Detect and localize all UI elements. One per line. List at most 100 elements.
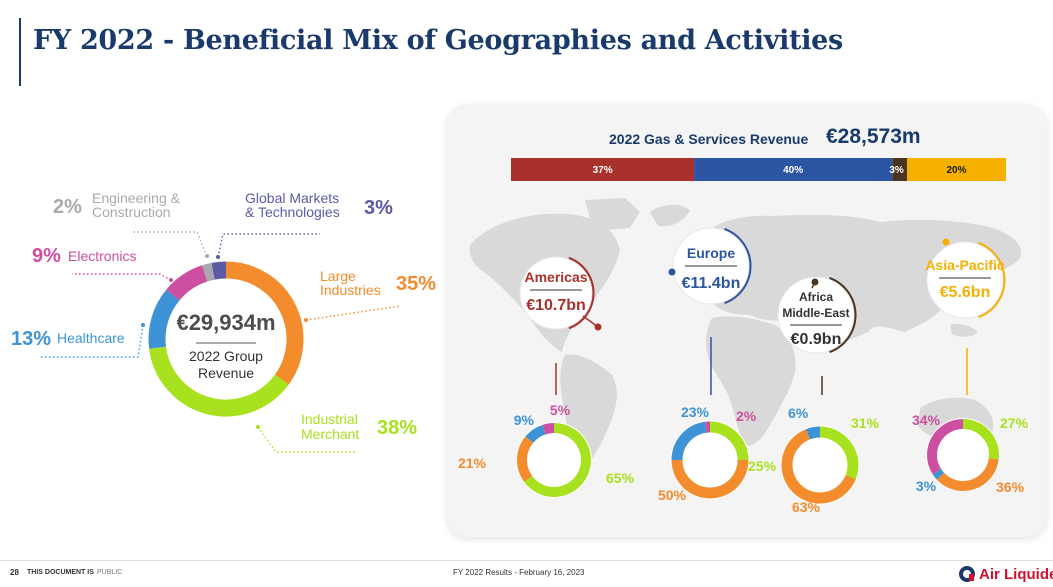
slice-americas-industrial-merchant — [524, 423, 591, 497]
bubble-americas — [519, 256, 593, 330]
slice-asia-pacific-healthcare — [932, 468, 945, 480]
bar-segment-asia-pacific — [907, 158, 1006, 181]
main-donut-background — [146, 259, 306, 419]
category-label-electronics-1: Electronics — [68, 248, 136, 264]
bubble-accent-arc-americas — [568, 256, 595, 330]
region-name-asia-pacific: Asia-Pacific — [925, 257, 1005, 273]
slice-africa-middle-east-industrial-merchant — [819, 426, 859, 480]
bar-segment-europe — [694, 158, 893, 181]
pct-label-africa-middle-east-large-industries: 63% — [792, 499, 821, 515]
bar-label-americas: 37% — [593, 165, 613, 176]
slice-europe-healthcare — [671, 421, 707, 461]
pct-label-asia-pacific-electronics: 34% — [912, 412, 941, 428]
pct-label-electronics: 9% — [32, 245, 61, 267]
map-pin-line-africa-middle-east — [811, 281, 816, 289]
bubble-accent-arc-asia-pacific — [978, 241, 1006, 319]
pct-label-americas-large-industries: 21% — [458, 455, 487, 471]
bubble-accent-arc-europe — [724, 227, 752, 305]
slice-large-industries — [225, 261, 304, 385]
pct-label-healthcare: 13% — [11, 328, 51, 350]
region-name-europe: Europe — [687, 245, 735, 261]
slice-americas-electronics — [542, 423, 555, 435]
slice-healthcare — [148, 289, 180, 349]
map-pin-asia-pacific — [942, 238, 950, 246]
footer-divider — [0, 560, 1053, 561]
category-label-large-industries-2: Industries — [320, 282, 381, 298]
region-africa-middle-east: Africa Middle-East €0.9bn 31% 63% 6% — [777, 276, 880, 515]
slice-americas-healthcare — [525, 424, 546, 444]
region-europe: Europe €11.4bn 25% 50% 23% 2% — [658, 227, 777, 503]
region-name-africa-middle-east-2: Middle-East — [782, 306, 849, 320]
pct-label-asia-pacific-large-industries: 36% — [996, 479, 1025, 495]
bar-segment-americas — [511, 158, 695, 181]
region-revenue-americas: €10.7bn — [526, 297, 586, 314]
region-asia-pacific: Asia-Pacific €5.6bn 27% 36% 3% 34% — [912, 238, 1029, 495]
slice-asia-pacific-large-industries — [936, 457, 999, 491]
slice-electronics — [166, 265, 208, 301]
leader-dot-global-markets-and-technologies — [216, 255, 220, 259]
pct-label-africa-middle-east-healthcare: 6% — [788, 405, 809, 421]
category-label-industrial-merchant-1: Industrial — [301, 411, 358, 427]
footer-date: FY 2022 Results - February 16, 2023 — [453, 568, 585, 577]
leader-dot-industrial-merchant — [256, 425, 260, 429]
region-name-americas: Americas — [524, 269, 587, 285]
pct-label-europe-healthcare: 23% — [681, 404, 710, 420]
leader-large-industries — [305, 305, 401, 321]
pct-label-europe-industrial-merchant: 25% — [748, 458, 777, 474]
pct-label-europe-large-industries: 50% — [658, 487, 687, 503]
slice-engineering-and-construction — [202, 262, 215, 282]
pct-label-americas-industrial-merchant: 65% — [606, 470, 635, 486]
bubble-accent-arc-africa-middle-east — [829, 276, 857, 354]
leader-engineering-and-construction — [132, 231, 208, 257]
company-logo: Air Liquide — [958, 563, 1053, 585]
category-label-global-markets-and-technologies-2: & Technologies — [245, 204, 340, 220]
donut-bg-asia-pacific — [926, 418, 1000, 492]
regional-charts: Americas €10.7bn 65% 21% 9% 5% Europe €11.4bn 25… — [458, 227, 1029, 515]
slice-asia-pacific-electronics — [927, 419, 964, 475]
category-label-engineering-and-construction-1: Engineering & — [92, 190, 181, 206]
footer-document-label: THIS DOCUMENT IS — [27, 569, 94, 576]
region-americas: Americas €10.7bn 65% 21% 9% 5% — [458, 256, 635, 498]
map-pin-line-americas — [582, 315, 599, 328]
bar-chart-title: 2022 Gas & Services Revenue — [609, 131, 808, 147]
bar-segment-africa-middle-east — [892, 158, 907, 181]
category-label-industrial-merchant-2: Merchant — [301, 426, 359, 442]
slice-africa-middle-east-large-industries — [781, 429, 856, 504]
region-revenue-asia-pacific: €5.6bn — [940, 284, 991, 301]
pct-label-asia-pacific-industrial-merchant: 27% — [1000, 415, 1029, 431]
footer-page-number: 28 — [10, 568, 19, 577]
leader-dot-large-industries — [304, 318, 308, 322]
region-revenue-africa-middle-east: €0.9bn — [791, 331, 842, 348]
leader-healthcare — [40, 324, 144, 358]
category-label-healthcare-1: Healthcare — [57, 330, 125, 346]
slice-africa-middle-east-healthcare — [805, 426, 821, 440]
pct-label-americas-healthcare: 9% — [514, 412, 535, 428]
gas-services-stacked-bar: 2022 Gas & Services Revenue €28,573m 37% 40… — [511, 125, 1006, 181]
slice-industrial-merchant — [149, 346, 289, 417]
page-title: FY 2022 - Beneficial Mix of Geographies … — [33, 25, 843, 56]
bar-label-africa-middle-east: 3% — [889, 165, 904, 176]
category-label-global-markets-and-technologies-1: Global Markets — [245, 190, 339, 206]
slice-europe-industrial-merchant — [709, 421, 749, 461]
slice-europe-large-industries — [671, 459, 749, 499]
pct-label-europe-electronics: 2% — [736, 408, 757, 424]
leader-electronics — [72, 273, 172, 281]
slice-americas-large-industries — [517, 436, 534, 482]
bubble-africa-middle-east — [777, 276, 855, 354]
main-donut-center-label-2: Revenue — [198, 365, 254, 381]
bar-label-europe: 40% — [783, 165, 803, 176]
pct-label-asia-pacific-healthcare: 3% — [916, 478, 937, 494]
bubble-asia-pacific — [926, 241, 1004, 319]
pct-label-large-industries: 35% — [396, 273, 436, 295]
category-label-engineering-and-construction-2: Construction — [92, 204, 171, 220]
leader-dot-healthcare — [141, 323, 145, 327]
category-label-large-industries-1: Large — [320, 268, 356, 284]
slice-global-markets-and-technologies — [211, 261, 227, 280]
slice-asia-pacific-industrial-merchant — [962, 419, 999, 460]
map-pin-europe — [668, 268, 676, 276]
logo-text: Air Liquide — [979, 565, 1053, 583]
footer-document-status: PUBLIC — [97, 569, 123, 576]
pct-label-global-markets-and-technologies: 3% — [364, 197, 393, 219]
leader-industrial-merchant — [257, 426, 356, 453]
